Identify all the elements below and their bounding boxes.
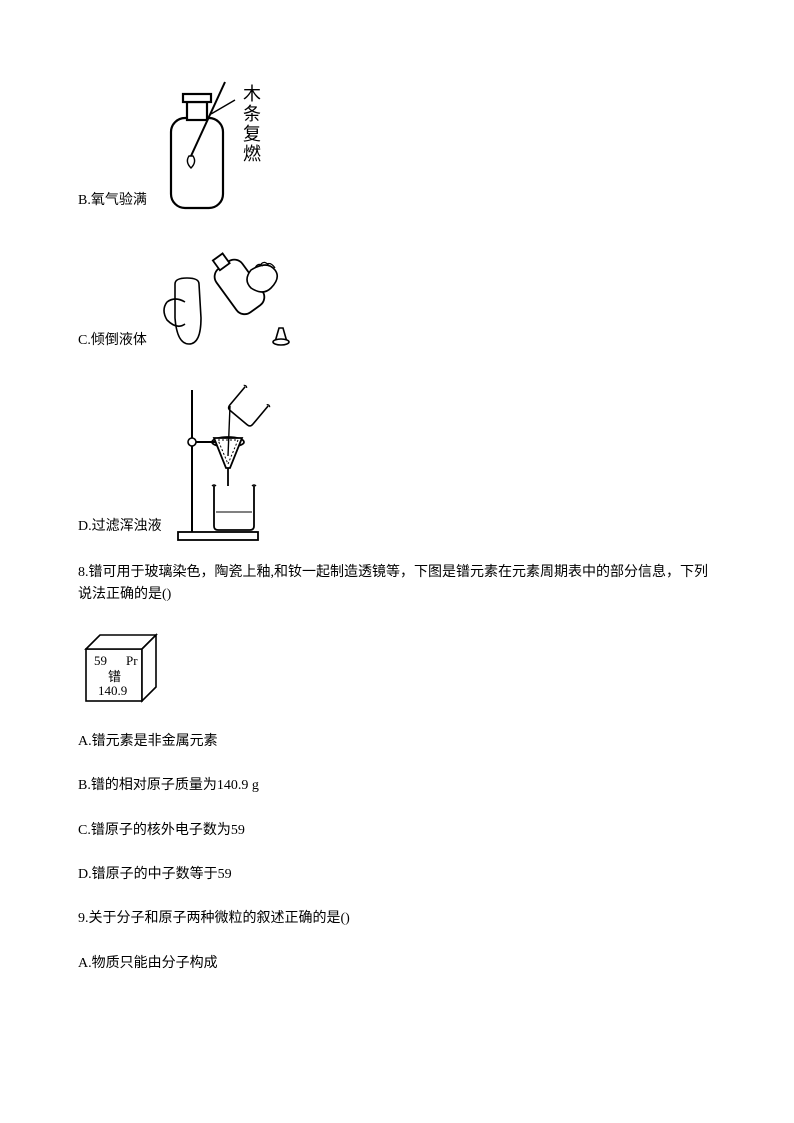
q8-option-b: B.镨的相对原子质量为140.9 g bbox=[78, 775, 716, 797]
oxygen-test-diagram: 木 条 复 燃 bbox=[155, 78, 275, 218]
svg-text:木: 木 bbox=[243, 84, 261, 104]
element-box: 59 Pr 镨 140.9 bbox=[78, 629, 716, 709]
svg-text:燃: 燃 bbox=[243, 144, 261, 164]
q9-option-a: A.物质只能由分子构成 bbox=[78, 953, 716, 975]
pour-liquid-diagram bbox=[155, 248, 305, 358]
svg-text:条: 条 bbox=[243, 104, 261, 124]
q8-text: 8.镨可用于玻璃染色，陶瓷上釉,和钕一起制造透镜等，下图是镨元素在元素周期表中的… bbox=[78, 562, 716, 607]
option-b-row: B.氧气验满 木 条 复 燃 bbox=[78, 78, 716, 218]
element-mass: 140.9 bbox=[98, 683, 127, 698]
option-c-row: C.倾倒液体 bbox=[78, 248, 716, 358]
option-c-label: C.倾倒液体 bbox=[78, 330, 147, 358]
filtration-diagram bbox=[170, 376, 280, 544]
element-number: 59 bbox=[94, 653, 107, 668]
q9-text: 9.关于分子和原子两种微粒的叙述正确的是() bbox=[78, 908, 716, 930]
element-name: 镨 bbox=[108, 669, 121, 684]
option-b-label: B.氧气验满 bbox=[78, 190, 147, 218]
option-d-row: D.过滤浑浊液 bbox=[78, 376, 716, 544]
svg-text:复: 复 bbox=[243, 124, 261, 144]
q8-option-a: A.镨元素是非金属元素 bbox=[78, 731, 716, 753]
element-symbol: Pr bbox=[126, 653, 138, 668]
q8-option-c: C.镨原子的核外电子数为59 bbox=[78, 820, 716, 842]
option-d-label: D.过滤浑浊液 bbox=[78, 516, 162, 544]
q8-option-d: D.镨原子的中子数等于59 bbox=[78, 864, 716, 886]
